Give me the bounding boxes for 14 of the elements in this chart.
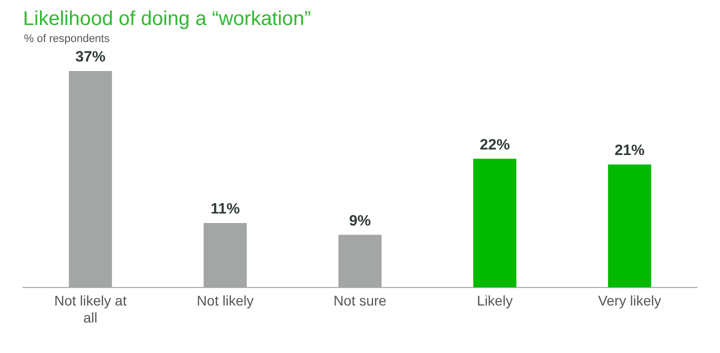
data-label: 37% bbox=[75, 48, 106, 66]
x-tick-label: Not sure bbox=[334, 292, 387, 309]
x-tick-label: Likely bbox=[476, 292, 513, 309]
data-label: 21% bbox=[614, 142, 645, 160]
data-label: 9% bbox=[349, 212, 371, 230]
data-label: 11% bbox=[210, 200, 240, 218]
x-tick-label: Not likely bbox=[196, 292, 254, 309]
chart-title: Likelihood of doing a “workation” bbox=[23, 8, 312, 31]
x-tick-label: Not likely at all bbox=[54, 292, 127, 326]
chart-subtitle: % of respondents bbox=[24, 33, 111, 45]
x-tick-label: Very likely bbox=[598, 292, 662, 309]
bar bbox=[473, 158, 516, 288]
data-label: 22% bbox=[480, 136, 510, 154]
bar bbox=[608, 164, 652, 288]
